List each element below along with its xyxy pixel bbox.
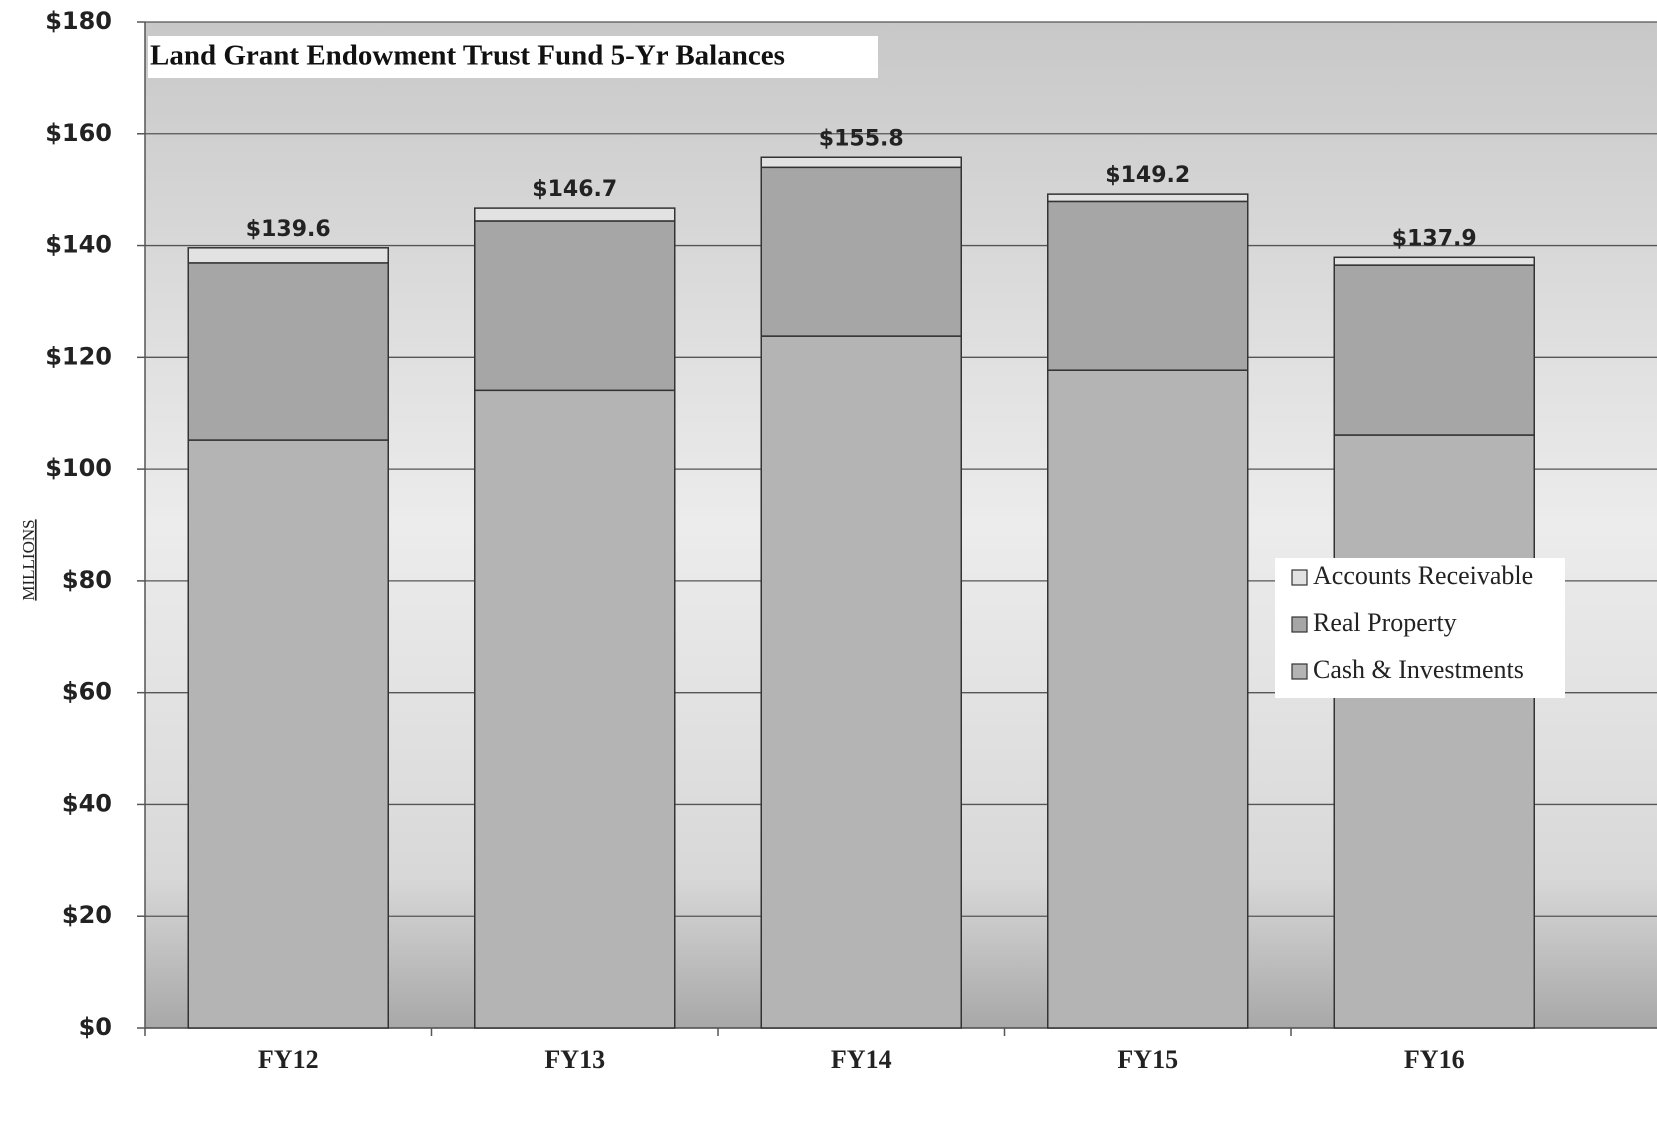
total-label: $155.8 [819, 126, 904, 151]
x-tick-label: FY14 [831, 1045, 892, 1074]
y-tick-label: $40 [62, 789, 112, 817]
y-tick-label: $60 [62, 678, 112, 706]
y-axis-label: MILLIONS [19, 519, 38, 600]
bar-segment [474, 220, 676, 392]
bar-segment [1047, 369, 1249, 1029]
x-tick-label: FY15 [1117, 1045, 1178, 1074]
bar-segment [1047, 200, 1249, 371]
x-tick-label: FY13 [544, 1045, 605, 1074]
y-tick-label: $140 [45, 231, 112, 259]
y-tick-label: $0 [79, 1013, 112, 1041]
legend-label: Accounts Receivable [1313, 561, 1533, 590]
bar-segment [1333, 264, 1535, 436]
total-label: $146.7 [532, 177, 617, 202]
legend-swatch [1291, 663, 1308, 680]
total-label: $137.9 [1392, 226, 1477, 251]
y-tick-label: $100 [45, 454, 112, 482]
y-tick-label: $80 [62, 566, 112, 594]
bar-segment [760, 335, 962, 1029]
bar-segment [474, 207, 676, 222]
bar-segment [187, 262, 389, 441]
bar-segment [1333, 256, 1535, 266]
bar-segment [187, 247, 389, 264]
y-tick-label: $160 [45, 119, 112, 147]
legend-swatch [1291, 616, 1308, 633]
legend-label: Real Property [1313, 608, 1457, 637]
bar-segment [187, 439, 389, 1029]
y-tick-label: $120 [45, 342, 112, 370]
y-tick-label: $180 [45, 7, 112, 35]
x-tick-label: FY12 [258, 1045, 319, 1074]
total-label: $139.6 [246, 217, 331, 242]
legend-label: Cash & Investments [1313, 655, 1524, 684]
legend-box [1275, 558, 1565, 698]
y-tick-label: $20 [62, 901, 112, 929]
bar-segment [1333, 434, 1535, 1029]
bar-segment [760, 166, 962, 337]
x-tick-label: FY16 [1404, 1045, 1465, 1074]
chart-title: Land Grant Endowment Trust Fund 5-Yr Bal… [150, 40, 785, 72]
title-box [148, 36, 878, 78]
bar-segment [474, 389, 676, 1029]
bar-segment [760, 156, 962, 169]
bar-segment [1047, 193, 1249, 203]
legend-swatch [1291, 569, 1308, 586]
total-label: $149.2 [1105, 163, 1190, 188]
